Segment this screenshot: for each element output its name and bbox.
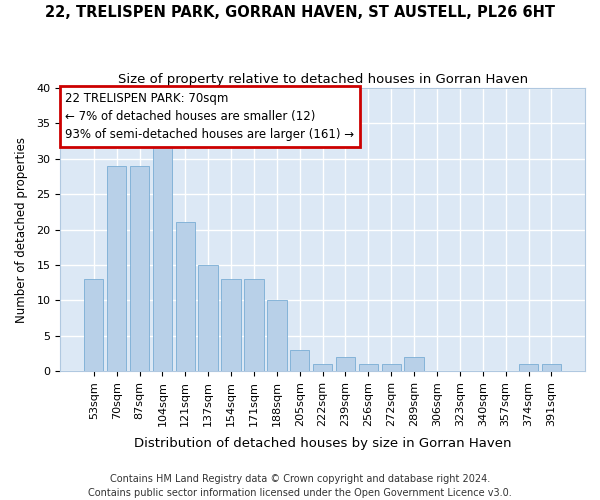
Bar [152,138,172,371]
Y-axis label: Number of detached properties: Number of detached properties [15,136,28,322]
Text: 22, TRELISPEN PARK, GORRAN HAVEN, ST AUSTELL, PL26 6HT: 22, TRELISPEN PARK, GORRAN HAVEN, ST AUS… [45,5,555,20]
Bar [382,364,401,371]
Title: Size of property relative to detached houses in Gorran Haven: Size of property relative to detached ho… [118,72,527,86]
Bar [130,166,149,371]
X-axis label: Distribution of detached houses by size in Gorran Haven: Distribution of detached houses by size … [134,437,511,450]
Bar [267,300,287,371]
Bar [359,364,378,371]
Text: 22 TRELISPEN PARK: 70sqm
← 7% of detached houses are smaller (12)
93% of semi-de: 22 TRELISPEN PARK: 70sqm ← 7% of detache… [65,92,355,142]
Bar [84,279,103,371]
Bar [221,279,241,371]
Bar [313,364,332,371]
Bar [176,222,195,371]
Bar [542,364,561,371]
Bar [336,357,355,371]
Bar [519,364,538,371]
Bar [244,279,263,371]
Text: Contains HM Land Registry data © Crown copyright and database right 2024.
Contai: Contains HM Land Registry data © Crown c… [88,474,512,498]
Bar [107,166,127,371]
Bar [199,265,218,371]
Bar [404,357,424,371]
Bar [290,350,310,371]
